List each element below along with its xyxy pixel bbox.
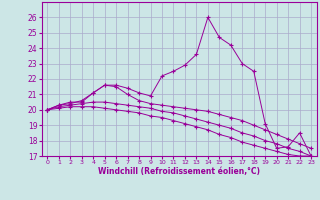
X-axis label: Windchill (Refroidissement éolien,°C): Windchill (Refroidissement éolien,°C) xyxy=(98,167,260,176)
